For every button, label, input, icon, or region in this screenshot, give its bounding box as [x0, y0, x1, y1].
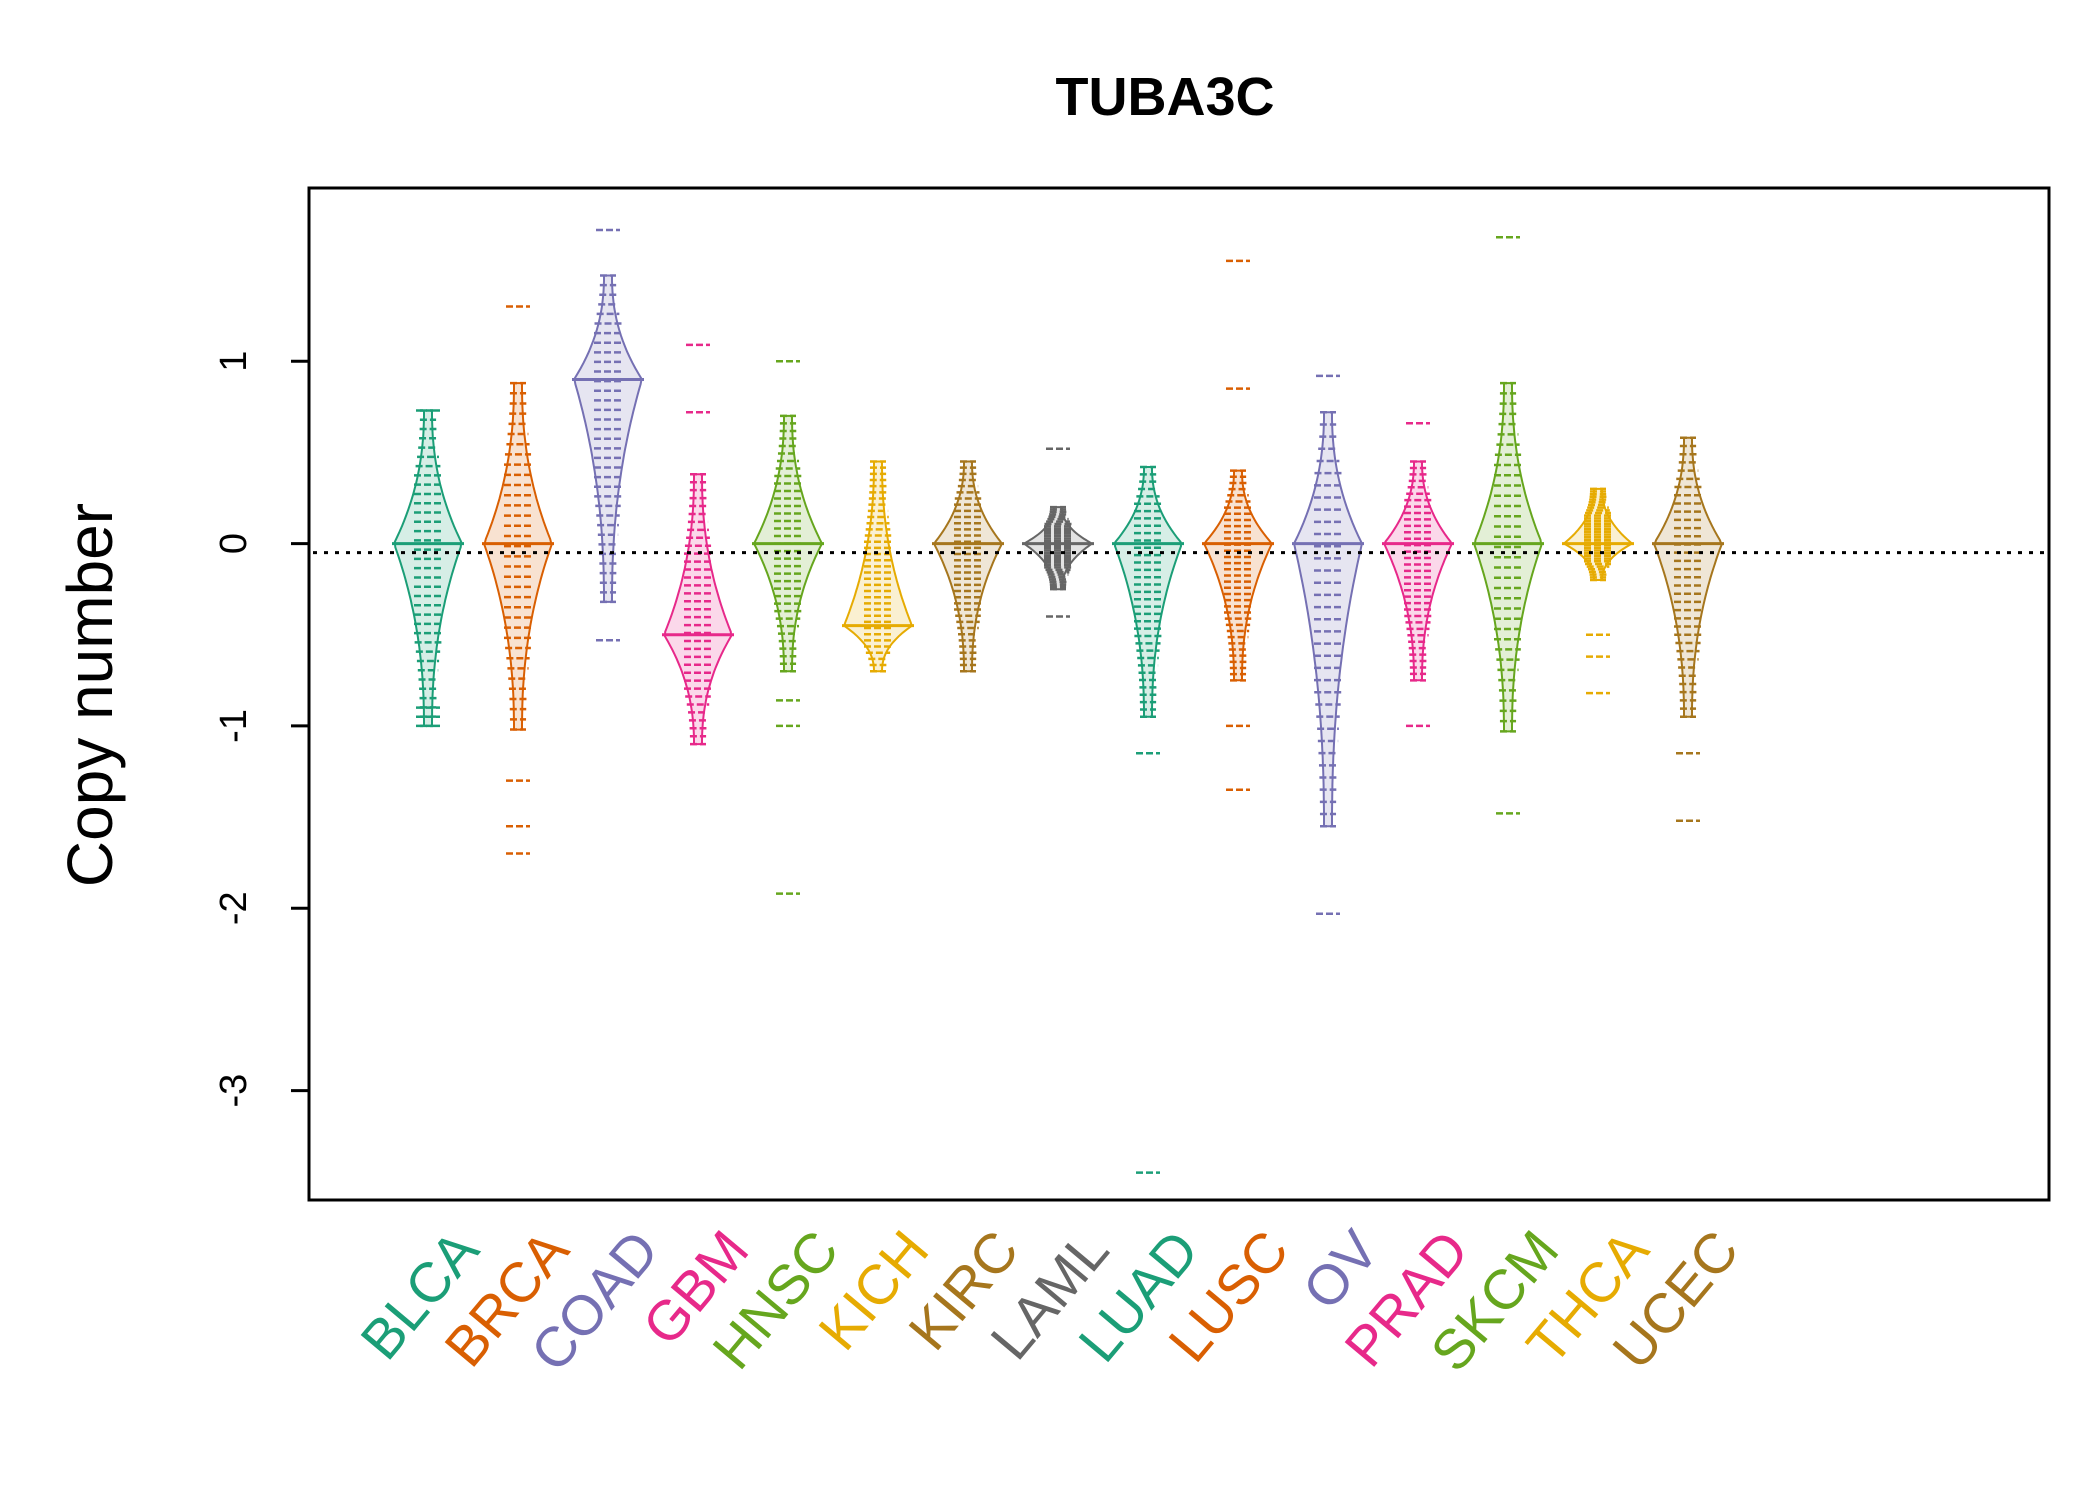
bean-skcm	[1472, 235, 1544, 815]
bean-ucec	[1652, 436, 1724, 822]
bean-laml	[1022, 447, 1094, 618]
y-tick-label: -1	[213, 709, 255, 743]
y-axis-label: Copy number	[54, 503, 126, 887]
y-tick-label: -3	[213, 1074, 255, 1108]
y-tick-label: -2	[213, 891, 255, 925]
x-axis-labels: BLCABRCACOADGBMHNSCKICHKIRCLAMLLUADLUSCO…	[348, 1218, 1750, 1383]
bean-kirc	[932, 460, 1004, 673]
beans	[392, 228, 1724, 1174]
bean-coad	[572, 228, 644, 642]
bean-lusc	[1202, 259, 1274, 791]
bean-hnsc	[752, 359, 824, 895]
bean-thca	[1562, 487, 1634, 695]
y-tick-label: 1	[213, 351, 255, 372]
bean-luad	[1112, 465, 1184, 1174]
bean-blca	[392, 409, 464, 728]
y-tick-label: 0	[213, 533, 255, 554]
bean-brca	[482, 305, 554, 855]
plot-frame	[307, 186, 2051, 1202]
y-axis: -3 -2 -1 0 1	[213, 351, 311, 1108]
bean-gbm	[662, 343, 734, 746]
bean-ov	[1292, 374, 1364, 915]
bean-prad	[1382, 421, 1454, 728]
chart-title: TUBA3C	[1055, 67, 1274, 127]
bean-kich	[842, 460, 914, 673]
